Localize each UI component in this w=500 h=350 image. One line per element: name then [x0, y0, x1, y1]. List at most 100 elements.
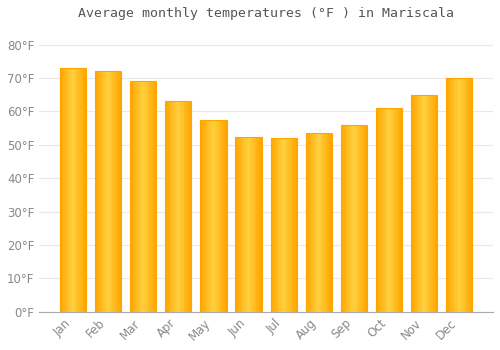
Bar [391, 108, 392, 312]
Bar [202, 120, 203, 312]
Bar [420, 95, 422, 312]
Bar [376, 108, 378, 312]
Bar [95, 71, 122, 312]
Bar [236, 136, 262, 312]
Bar [276, 138, 278, 312]
Bar [72, 68, 73, 312]
Bar [292, 138, 294, 312]
Bar [148, 82, 150, 312]
Bar [117, 71, 118, 312]
Bar [200, 120, 201, 312]
Bar [173, 102, 174, 312]
Bar [208, 120, 209, 312]
Bar [212, 120, 214, 312]
Bar [115, 71, 116, 312]
Bar [180, 102, 181, 312]
Bar [287, 138, 288, 312]
Bar [386, 108, 388, 312]
Bar [389, 108, 390, 312]
Bar [260, 136, 261, 312]
Bar [118, 71, 120, 312]
Bar [317, 133, 318, 312]
Bar [463, 78, 464, 312]
Bar [79, 68, 80, 312]
Bar [242, 136, 244, 312]
Bar [210, 120, 211, 312]
Bar [109, 71, 110, 312]
Bar [352, 125, 353, 312]
Bar [132, 82, 134, 312]
Bar [416, 95, 417, 312]
Bar [411, 95, 438, 312]
Bar [427, 95, 428, 312]
Bar [468, 78, 469, 312]
Bar [430, 95, 431, 312]
Bar [217, 120, 218, 312]
Bar [270, 138, 297, 312]
Bar [378, 108, 380, 312]
Bar [116, 71, 117, 312]
Bar [418, 95, 419, 312]
Bar [224, 120, 225, 312]
Bar [411, 95, 412, 312]
Bar [96, 71, 98, 312]
Bar [107, 71, 108, 312]
Bar [153, 82, 154, 312]
Bar [136, 82, 137, 312]
Bar [74, 68, 76, 312]
Bar [167, 102, 168, 312]
Bar [186, 102, 187, 312]
Bar [348, 125, 350, 312]
Bar [342, 125, 344, 312]
Bar [142, 82, 143, 312]
Bar [394, 108, 395, 312]
Bar [215, 120, 216, 312]
Bar [200, 120, 226, 312]
Bar [358, 125, 359, 312]
Bar [204, 120, 206, 312]
Bar [314, 133, 316, 312]
Bar [330, 133, 331, 312]
Bar [101, 71, 102, 312]
Bar [184, 102, 186, 312]
Bar [446, 78, 472, 312]
Bar [80, 68, 81, 312]
Bar [453, 78, 454, 312]
Bar [206, 120, 208, 312]
Bar [470, 78, 472, 312]
Bar [306, 133, 332, 312]
Bar [130, 82, 156, 312]
Bar [346, 125, 347, 312]
Bar [467, 78, 468, 312]
Bar [461, 78, 462, 312]
Bar [295, 138, 296, 312]
Bar [144, 82, 145, 312]
Bar [294, 138, 295, 312]
Bar [380, 108, 381, 312]
Bar [392, 108, 394, 312]
Bar [152, 82, 153, 312]
Bar [247, 136, 248, 312]
Bar [236, 136, 262, 312]
Bar [66, 68, 67, 312]
Bar [355, 125, 356, 312]
Bar [452, 78, 453, 312]
Bar [130, 82, 131, 312]
Bar [270, 138, 272, 312]
Bar [200, 120, 226, 312]
Bar [187, 102, 188, 312]
Bar [182, 102, 184, 312]
Bar [275, 138, 276, 312]
Bar [288, 138, 289, 312]
Bar [316, 133, 317, 312]
Bar [102, 71, 103, 312]
Bar [254, 136, 256, 312]
Bar [311, 133, 312, 312]
Bar [60, 68, 86, 312]
Bar [356, 125, 358, 312]
Bar [395, 108, 396, 312]
Bar [466, 78, 467, 312]
Title: Average monthly temperatures (°F ) in Mariscala: Average monthly temperatures (°F ) in Ma… [78, 7, 454, 20]
Bar [223, 120, 224, 312]
Bar [138, 82, 139, 312]
